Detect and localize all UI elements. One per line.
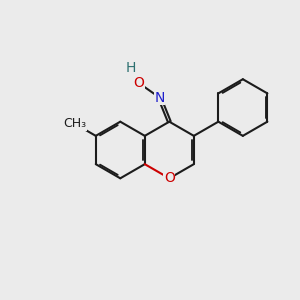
Text: N: N [154, 91, 165, 104]
Text: O: O [164, 171, 175, 185]
Text: O: O [134, 76, 145, 90]
Text: CH₃: CH₃ [63, 117, 86, 130]
Text: H: H [125, 61, 136, 75]
